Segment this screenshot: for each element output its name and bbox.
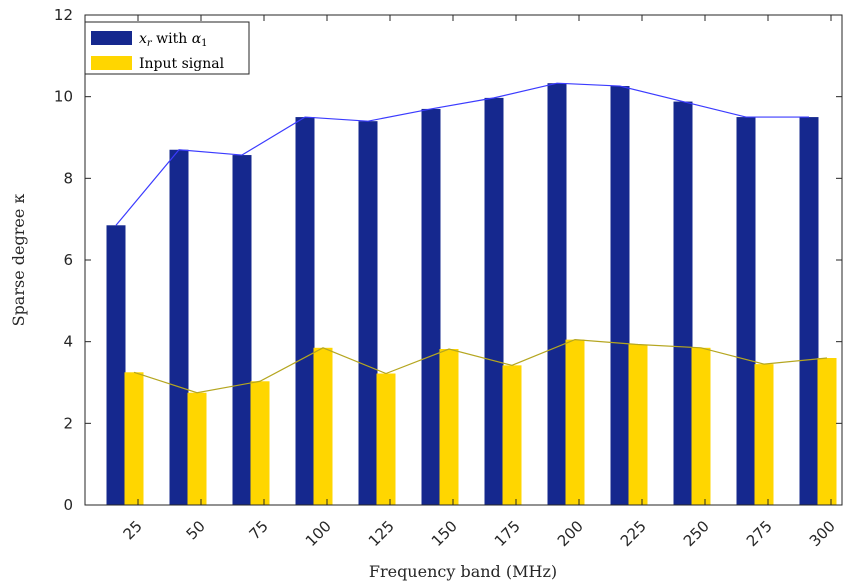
y-axis-title: Sparse degree κ xyxy=(9,194,28,327)
x-tick-label: 175 xyxy=(491,517,524,550)
y-tick-label: 0 xyxy=(63,496,73,514)
x-tick-label: 50 xyxy=(183,517,209,543)
x-tick-label: 125 xyxy=(365,517,398,550)
bar-series-2-25 xyxy=(124,372,144,505)
bar-series-2-275 xyxy=(754,364,774,505)
bar-series-2-50 xyxy=(187,392,207,505)
bar-series-2-225 xyxy=(628,344,648,505)
bar-series-1-150 xyxy=(421,108,441,506)
bar-series-2-75 xyxy=(250,381,270,505)
bar-series-1-200 xyxy=(547,83,567,506)
trend-line-series-2 xyxy=(133,339,828,394)
bar-series-2-150 xyxy=(439,349,459,505)
legend-label-series-1: xr with α1 xyxy=(139,31,208,49)
bar-series-2-250 xyxy=(691,347,711,505)
x-tick-label: 75 xyxy=(246,517,272,543)
bar-series-2-100 xyxy=(313,347,333,505)
x-tick-label: 100 xyxy=(302,517,335,550)
bar-series-2-125 xyxy=(376,373,396,505)
bar-series-2-175 xyxy=(502,365,522,505)
bar-series-1-75 xyxy=(232,155,252,505)
x-axis: 25 50 75 100 125 150 175 200 225 250 275 300 xyxy=(120,15,839,550)
y-tick-label: 12 xyxy=(54,6,73,24)
bar-series-2-200 xyxy=(565,339,585,505)
x-tick-label: 25 xyxy=(120,517,146,543)
legend-swatch-series-2 xyxy=(91,56,132,70)
bar-series-1-225 xyxy=(610,86,630,506)
bar-series-1-50 xyxy=(169,149,189,505)
legend: xr with α1 Input signal xyxy=(84,21,250,75)
y-tick-label: 2 xyxy=(63,414,73,432)
bar-series-1-125 xyxy=(358,121,378,506)
legend-label-series-2: Input signal xyxy=(139,56,225,72)
x-tick-label: 225 xyxy=(617,517,650,550)
x-tick-label: 300 xyxy=(806,517,839,550)
bar-series-1-25 xyxy=(106,225,126,505)
bar-series-1-250 xyxy=(673,101,693,506)
x-tick-label: 150 xyxy=(428,517,461,550)
bar-series-1-275 xyxy=(736,117,756,505)
x-axis-title: Frequency band (MHz) xyxy=(369,562,557,581)
y-tick-label: 8 xyxy=(63,169,73,187)
bar-series-1-300 xyxy=(799,117,819,505)
y-tick-label: 4 xyxy=(63,333,73,351)
plot-area xyxy=(106,82,837,506)
y-tick-label: 10 xyxy=(54,88,73,106)
bar-series-1-100 xyxy=(295,117,315,505)
y-axis: 0 2 4 6 8 10 12 xyxy=(54,6,842,514)
trend-line-series-1 xyxy=(115,82,809,226)
y-tick-label: 6 xyxy=(63,251,73,269)
bar-series-1-175 xyxy=(484,97,504,506)
x-tick-label: 250 xyxy=(680,517,713,550)
bar-series-2-300 xyxy=(817,358,837,505)
legend-swatch-series-1 xyxy=(91,31,132,45)
x-tick-label: 275 xyxy=(743,517,776,550)
x-tick-label: 200 xyxy=(554,517,587,550)
